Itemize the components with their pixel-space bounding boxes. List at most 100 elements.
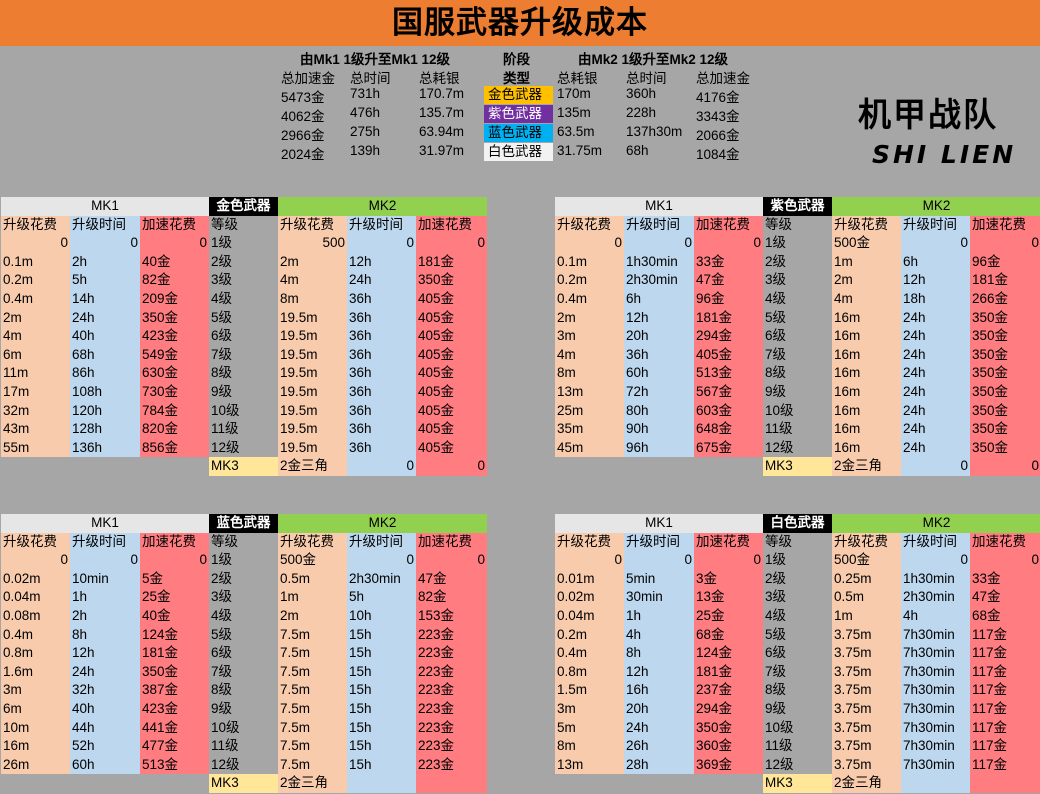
table-cell: 0.2m bbox=[1, 271, 70, 290]
summary-right-value: 3343金 bbox=[696, 109, 740, 124]
table-cell: 405金 bbox=[416, 327, 487, 346]
summary-type-badge: 蓝色武器 bbox=[484, 124, 553, 142]
table-cell: 405金 bbox=[416, 383, 487, 402]
table-cell: 500 bbox=[278, 234, 347, 253]
table-cell: 405金 bbox=[416, 345, 487, 365]
table-cell: 15h bbox=[347, 737, 416, 756]
table-cell: 12h bbox=[624, 308, 694, 328]
level-cell: 10级 bbox=[763, 718, 832, 738]
column-label: 升级花费 bbox=[278, 215, 347, 235]
summary-right-value: 63.5m bbox=[557, 124, 595, 139]
level-cell: 1级 bbox=[763, 551, 832, 570]
table-cell: 16h bbox=[624, 681, 694, 700]
table-cell: 223金 bbox=[416, 718, 487, 738]
table-cell: 0.5m bbox=[832, 588, 901, 607]
table-cell: 1.5m bbox=[555, 681, 624, 700]
table-cell: 24h bbox=[901, 327, 970, 346]
table-cell: 124金 bbox=[140, 625, 209, 645]
table-cell: 5h bbox=[70, 271, 140, 290]
summary-block: 由Mk1 1级升至Mk1 12级 阶段 类型 由Mk2 1级升至Mk2 12级 … bbox=[0, 0, 800, 170]
table-cell: 630金 bbox=[140, 364, 209, 383]
table-cell: 3m bbox=[555, 327, 624, 346]
level-cell: 12级 bbox=[763, 755, 832, 775]
table-cell: 10min bbox=[70, 569, 140, 589]
mk2-header: MK2 bbox=[278, 197, 487, 216]
mk3-speed bbox=[970, 774, 1040, 793]
table-cell: 40h bbox=[70, 700, 140, 719]
table-cell: 7h30min bbox=[901, 755, 970, 775]
table-cell: 387金 bbox=[140, 681, 209, 700]
mk3-cost: 2金三角 bbox=[832, 457, 901, 476]
table-cell: 2m bbox=[555, 308, 624, 328]
column-label: 升级时间 bbox=[624, 532, 694, 552]
table-cell: 223金 bbox=[416, 662, 487, 682]
table-cell: 16m bbox=[832, 420, 901, 439]
table-cell: 24h bbox=[624, 718, 694, 738]
table-cell: 6h bbox=[624, 290, 694, 309]
column-label: 加速花费 bbox=[416, 215, 487, 235]
level-cell: 11级 bbox=[209, 420, 278, 439]
table-cell: 3.75m bbox=[832, 625, 901, 645]
table-cell: 40金 bbox=[140, 252, 209, 272]
table-cell: 24h bbox=[901, 438, 970, 458]
mk3-time bbox=[901, 774, 970, 793]
table-cell: 0 bbox=[555, 234, 624, 253]
column-label: 升级花费 bbox=[832, 215, 901, 235]
table-cell: 60h bbox=[70, 755, 140, 775]
table-cell: 128h bbox=[70, 420, 140, 439]
table-cell: 730金 bbox=[140, 383, 209, 402]
summary-left-value: 2966金 bbox=[281, 128, 325, 143]
table-cell: 36h bbox=[347, 364, 416, 383]
table-cell: 12h bbox=[624, 662, 694, 682]
table-cell: 3金 bbox=[694, 569, 763, 589]
table-cell: 124金 bbox=[694, 644, 763, 663]
table-cell: 0 bbox=[140, 551, 209, 570]
table-cell: 13m bbox=[555, 755, 624, 775]
table-cell: 7h30min bbox=[901, 700, 970, 719]
level-cell: 4级 bbox=[763, 290, 832, 309]
level-cell: 7级 bbox=[209, 662, 278, 682]
table-cell: 16m bbox=[832, 364, 901, 383]
table-cell: 1m bbox=[832, 607, 901, 626]
table-cell: 1m bbox=[278, 588, 347, 607]
table-cell: 25金 bbox=[694, 607, 763, 626]
table-cell: 96金 bbox=[970, 252, 1040, 272]
table-cell: 223金 bbox=[416, 755, 487, 775]
table-cell: 96金 bbox=[694, 290, 763, 309]
table-cell: 47金 bbox=[416, 569, 487, 589]
table-cell: 36h bbox=[347, 345, 416, 365]
column-label: 升级时间 bbox=[901, 215, 970, 235]
table-cell: 19.5m bbox=[278, 420, 347, 439]
table-cell: 7h30min bbox=[901, 625, 970, 645]
level-cell: 1级 bbox=[209, 234, 278, 253]
level-cell: 2级 bbox=[209, 252, 278, 272]
mk3-cost: 2金三角 bbox=[278, 774, 347, 793]
table-cell: 223金 bbox=[416, 644, 487, 663]
table-cell: 0.4m bbox=[555, 644, 624, 663]
weapon-type-label: 紫色武器 bbox=[763, 197, 832, 216]
table-cell: 52h bbox=[70, 737, 140, 756]
table-cell: 350金 bbox=[694, 718, 763, 738]
table-cell: 223金 bbox=[416, 737, 487, 756]
table-cell: 3.75m bbox=[832, 662, 901, 682]
summary-left-value: 275h bbox=[350, 124, 381, 139]
table-cell: 24h bbox=[70, 308, 140, 328]
table-cell: 12h bbox=[347, 252, 416, 272]
table-cell: 19.5m bbox=[278, 345, 347, 365]
column-label: 加速花费 bbox=[140, 532, 209, 552]
table-cell: 15h bbox=[347, 755, 416, 775]
summary-right-value: 360h bbox=[626, 86, 657, 101]
summary-stage-header: 阶段 bbox=[503, 52, 530, 67]
level-cell: 7级 bbox=[763, 662, 832, 682]
table-cell: 2h bbox=[70, 252, 140, 272]
table-cell: 2m bbox=[832, 271, 901, 290]
table-cell: 3m bbox=[555, 700, 624, 719]
table-cell: 24h bbox=[347, 271, 416, 290]
summary-type-badge: 白色武器 bbox=[484, 143, 553, 161]
table-cell: 0 bbox=[70, 234, 140, 253]
table-cell: 2m bbox=[1, 308, 70, 328]
table-cell: 16m bbox=[832, 327, 901, 346]
table-cell: 20h bbox=[624, 700, 694, 719]
mk2-header: MK2 bbox=[832, 514, 1040, 533]
table-cell: 36h bbox=[347, 401, 416, 421]
